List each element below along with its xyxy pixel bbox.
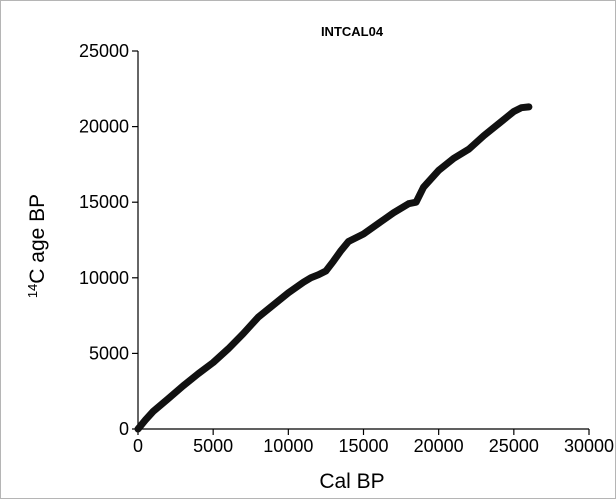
x-tick-label: 20000 [414, 436, 464, 456]
x-tick-label: 15000 [338, 436, 388, 456]
y-tick-label: 10000 [79, 268, 129, 288]
y-tick-label: 25000 [79, 41, 129, 61]
y-tick-label: 5000 [89, 343, 129, 363]
x-tick-label: 25000 [489, 436, 539, 456]
y-tick-label: 20000 [79, 117, 129, 137]
ticks: 0 5000 10000 15000 20000 25000 30000 0 5000 10000… [79, 41, 614, 456]
y-axis-label-superscript: 14 [25, 284, 40, 298]
x-axis-label: Cal BP [319, 470, 384, 493]
x-tick-label: 10000 [263, 436, 313, 456]
chart-title: INTCAL04 [321, 24, 384, 39]
y-axis-label-text: C age BP [26, 194, 49, 284]
x-tick-label: 0 [133, 436, 143, 456]
y-tick-label: 0 [119, 419, 129, 439]
y-tick-label: 15000 [79, 192, 129, 212]
x-tick-label: 5000 [193, 436, 233, 456]
radiocarbon-calibration-curve [134, 103, 533, 433]
x-tick-label: 30000 [564, 436, 614, 456]
y-axis-label: 14C age BP [25, 194, 49, 298]
